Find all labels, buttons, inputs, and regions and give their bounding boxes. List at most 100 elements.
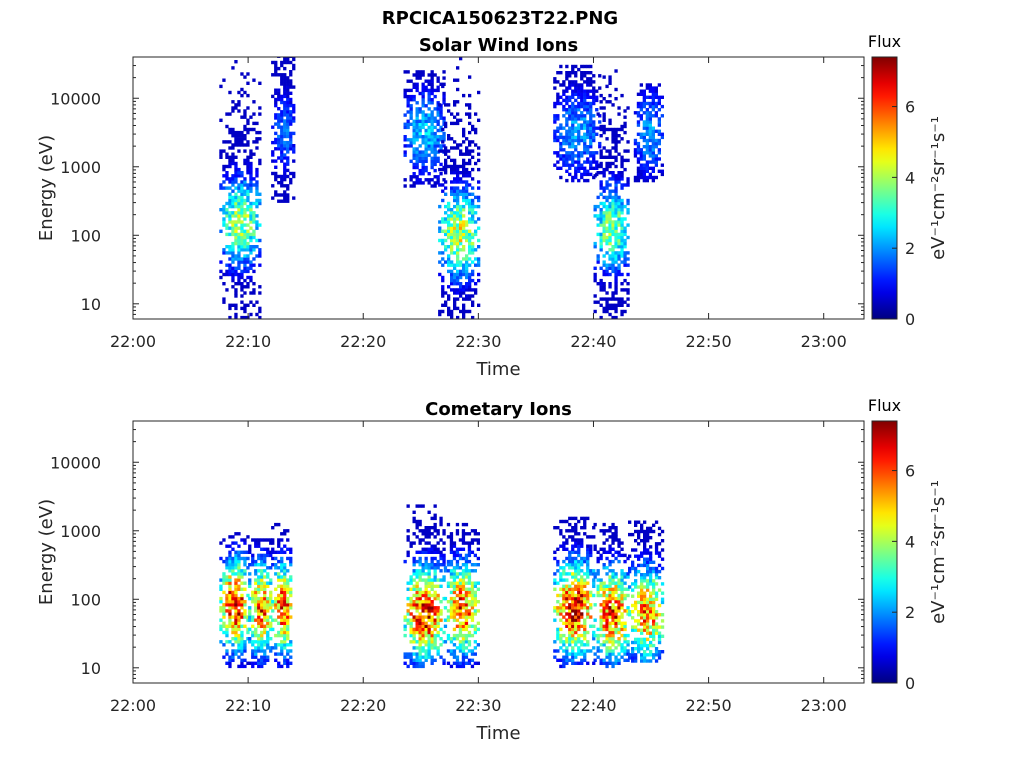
flux-cell: [553, 151, 557, 155]
flux-cell: [243, 127, 247, 132]
flux-cell: [602, 661, 606, 665]
flux-cell: [439, 113, 443, 117]
flux-cell: [231, 100, 235, 104]
flux-cell: [450, 263, 454, 267]
flux-cell: [620, 581, 624, 585]
flux-cell: [574, 600, 578, 604]
flux-cell: [219, 118, 223, 122]
flux-cell: [228, 618, 232, 622]
flux-cell: [257, 624, 261, 628]
flux-cell: [467, 544, 472, 548]
flux-cell: [602, 600, 606, 604]
flux-cell: [465, 223, 469, 227]
flux-cell: [237, 90, 241, 95]
flux-cell: [289, 655, 293, 659]
flux-cell: [611, 649, 615, 653]
flux-cell: [228, 609, 232, 613]
flux-cell: [266, 633, 270, 638]
flux-cell: [611, 297, 615, 301]
flux-cell: [623, 254, 627, 258]
flux-cell: [468, 174, 472, 178]
flux-cell: [461, 661, 466, 665]
flux-cell: [617, 251, 621, 255]
flux-cell: [237, 603, 241, 607]
flux-cell: [583, 120, 587, 124]
flux-cell: [586, 178, 590, 183]
flux-cell: [280, 174, 284, 179]
flux-cell: [412, 122, 416, 126]
flux-cell: [260, 609, 264, 613]
flux-cell: [292, 147, 296, 151]
flux-cell: [289, 593, 293, 598]
flux-cell: [280, 184, 284, 188]
flux-cell: [643, 529, 647, 534]
flux-cell: [465, 189, 469, 193]
flux-cell: [443, 624, 448, 628]
flux-cell: [611, 612, 615, 616]
flux-cell: [465, 103, 469, 107]
flux-cell: [260, 553, 264, 558]
flux-cell: [640, 597, 644, 601]
flux-cell: [246, 118, 250, 122]
flux-cell: [228, 606, 232, 610]
flux-cell: [292, 57, 296, 62]
flux-cell: [586, 572, 590, 576]
flux-cell: [633, 178, 638, 183]
flux-cell: [617, 297, 621, 301]
flux-cell: [403, 153, 407, 157]
flux-cell: [565, 160, 569, 164]
flux-cell: [424, 550, 428, 554]
flux-cell: [283, 100, 287, 105]
flux-cell: [474, 112, 478, 116]
colorbar-tick-label: 2: [905, 603, 915, 622]
flux-cell: [442, 94, 446, 99]
flux-cell: [649, 650, 653, 654]
flux-cell: [458, 578, 463, 582]
flux-cell: [286, 94, 290, 99]
flux-cell: [263, 584, 267, 588]
flux-cell: [461, 529, 466, 533]
flux-cell: [412, 125, 416, 130]
flux-cell: [424, 165, 428, 170]
flux-cell: [467, 661, 472, 665]
flux-cell: [471, 220, 475, 224]
flux-cell: [474, 211, 478, 215]
flux-cell: [559, 135, 563, 140]
flux-cell: [228, 130, 232, 135]
flux-cell: [464, 590, 469, 595]
flux-cell: [595, 160, 599, 164]
flux-cell: [468, 198, 472, 203]
flux-cell: [617, 658, 621, 662]
flux-cell: [467, 569, 472, 573]
flux-cell: [611, 134, 615, 138]
flux-cell: [574, 166, 578, 170]
flux-cell: [592, 101, 596, 106]
flux-cell: [439, 553, 443, 558]
flux-cell: [580, 123, 584, 127]
flux-cell: [412, 119, 416, 123]
flux-cell: [415, 175, 419, 179]
flux-cell: [611, 572, 615, 576]
flux-cell: [646, 539, 650, 543]
flux-cell: [553, 587, 557, 591]
flux-cell: [406, 603, 410, 607]
flux-cell: [565, 138, 569, 143]
flux-cell: [657, 83, 661, 87]
flux-cell: [289, 661, 293, 665]
flux-cell: [433, 116, 437, 120]
flux-cell: [234, 143, 238, 147]
flux-cell: [556, 151, 560, 155]
flux-cell: [565, 541, 569, 545]
flux-cell: [640, 637, 644, 642]
flux-cell: [424, 590, 428, 595]
flux-cell: [421, 141, 425, 145]
flux-cell: [283, 633, 287, 638]
flux-cell: [465, 254, 469, 258]
flux-cell: [605, 640, 609, 644]
flux-cell: [568, 553, 572, 558]
flux-cell: [421, 637, 425, 641]
flux-cell: [559, 609, 563, 613]
flux-cell: [252, 235, 256, 240]
flux-cell: [240, 556, 244, 561]
flux-cell: [571, 649, 575, 653]
